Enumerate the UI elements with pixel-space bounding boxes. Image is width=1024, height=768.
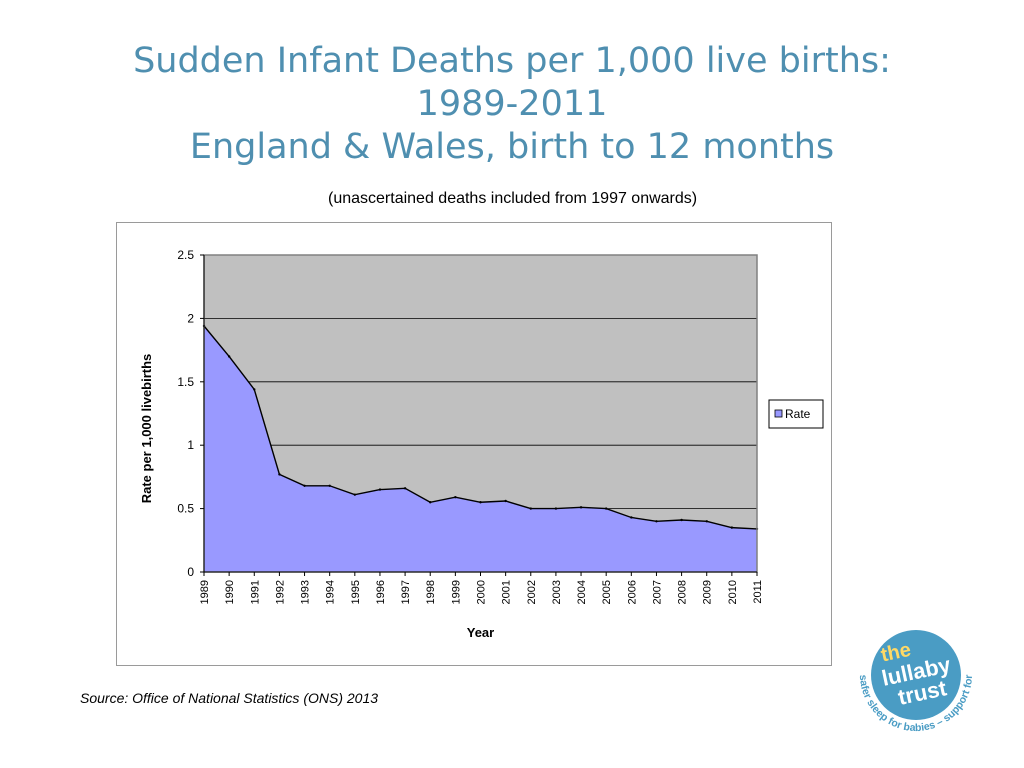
y-tick-label-4: 2	[187, 311, 194, 325]
slide-title: Sudden Infant Deaths per 1,000 live birt…	[0, 40, 1024, 169]
x-tick-label-1991: 1991	[249, 580, 261, 604]
x-tick-label-2010: 2010	[727, 580, 739, 604]
x-tick-label-1997: 1997	[400, 580, 412, 604]
x-tick-label-2002: 2002	[526, 580, 538, 604]
data-point-2007	[655, 520, 658, 523]
data-point-2005	[604, 507, 608, 510]
x-tick-label-2003: 2003	[551, 580, 563, 604]
y-tick-label-1: 0.5	[177, 502, 194, 516]
data-point-1990	[227, 355, 231, 358]
x-tick-label-1995: 1995	[350, 580, 362, 604]
logo-circle	[871, 630, 961, 720]
x-tick-label-2009: 2009	[702, 580, 714, 604]
chart-container: 0 0.5 1 1.5 2 2.5 1989 1990 1991 1992 1993 1994 1995…	[116, 222, 832, 666]
data-point-2009	[705, 520, 708, 523]
data-point-1995	[353, 493, 357, 496]
x-tick-label-2008: 2008	[677, 580, 689, 604]
data-point-2004	[579, 506, 583, 509]
data-point-1997	[403, 487, 407, 490]
title-line-1: Sudden Infant Deaths per 1,000 live birt…	[133, 41, 891, 81]
x-tick-label-1993: 1993	[300, 580, 312, 604]
data-point-1998	[429, 501, 432, 504]
slide-subtitle: (unascertained deaths included from 1997…	[328, 190, 698, 207]
x-tick-label-1990: 1990	[224, 580, 236, 604]
data-point-1994	[328, 484, 331, 487]
lullaby-trust-logo: the lullaby trust safer sleep for babies…	[846, 605, 975, 734]
x-tick-label-1998: 1998	[425, 580, 437, 604]
y-tick-label-5: 2.5	[177, 248, 194, 262]
data-point-1991	[253, 388, 256, 391]
y-tick-label-3: 1.5	[177, 375, 194, 389]
data-point-1993	[303, 484, 306, 487]
x-tick-label-1999: 1999	[450, 580, 462, 604]
data-point-2001	[504, 499, 507, 503]
data-point-2006	[630, 516, 633, 519]
x-tick-label-2000: 2000	[476, 580, 488, 604]
x-axis-title: Year	[467, 625, 494, 640]
x-tick-label-2006: 2006	[626, 580, 638, 604]
legend-swatch-rate	[774, 409, 783, 418]
x-tick-label-2011: 2011	[752, 580, 764, 604]
y-axis-title: Rate per 1,000 livebirths	[139, 354, 154, 504]
legend-label-rate: Rate	[785, 407, 811, 421]
title-line-2: 1989-2011	[416, 84, 608, 124]
data-point-2003	[554, 507, 558, 510]
x-tick-label-1994: 1994	[325, 580, 337, 604]
data-point-2002	[529, 507, 532, 510]
x-tick-label-2004: 2004	[576, 580, 588, 604]
x-tick-label-2007: 2007	[651, 580, 663, 604]
title-line-3: England & Wales, birth to 12 months	[189, 127, 835, 167]
data-point-1996	[378, 488, 382, 491]
source-note: Source: Office of National Statistics (O…	[80, 690, 379, 706]
data-point-2008	[680, 518, 683, 522]
data-point-2010	[730, 526, 734, 529]
x-tick-label-1996: 1996	[375, 580, 387, 604]
y-tick-label-0: 0	[187, 565, 194, 579]
area-series-rate	[204, 326, 757, 572]
data-point-1999	[454, 495, 457, 499]
x-tick-label-2001: 2001	[501, 580, 513, 604]
x-tick-label-1992: 1992	[274, 580, 286, 604]
area-chart: 0 0.5 1 1.5 2 2.5 1989 1990 1991 1992 1993 1994 1995…	[139, 248, 824, 640]
x-tick-label-1989: 1989	[199, 580, 211, 604]
x-tick-label-2005: 2005	[601, 580, 613, 604]
data-point-1992	[278, 473, 281, 476]
data-point-2000	[479, 501, 482, 504]
y-tick-label-2: 1	[187, 438, 194, 452]
